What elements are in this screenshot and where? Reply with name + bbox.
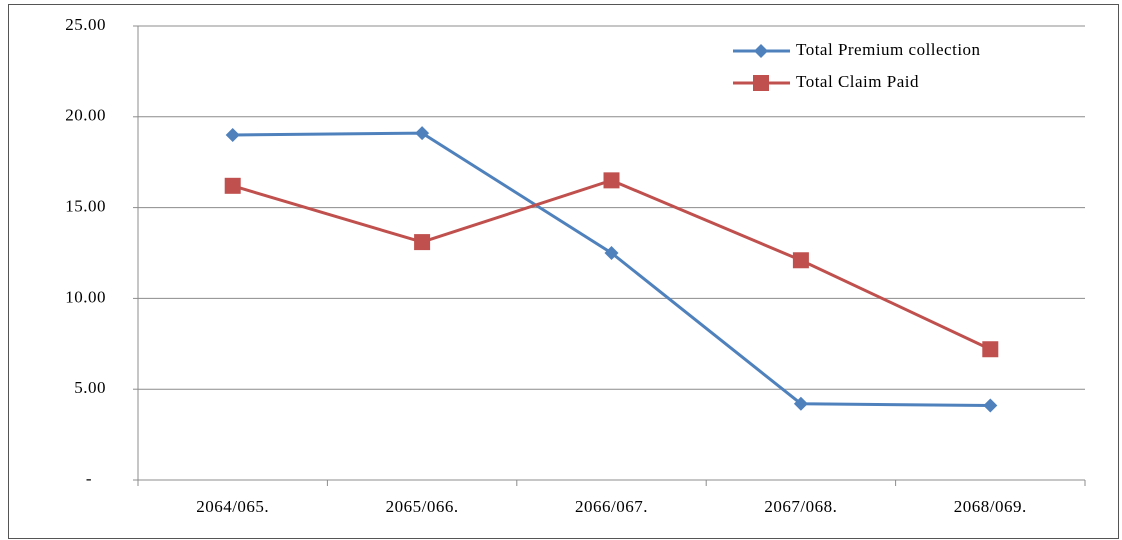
data-point [793,396,808,411]
data-point [792,252,809,269]
x-tick-label: 2068/069. [954,497,1027,516]
y-tick-label: 25.00 [65,15,106,34]
x-tick-label: 2065/066. [386,497,459,516]
data-point [224,177,241,194]
legend-marker [754,44,768,58]
data-point [414,234,431,251]
y-tick-label: 15.00 [65,197,106,216]
data-point [604,246,619,260]
chart-frame [8,4,1119,539]
y-tick-label: 10.00 [65,287,106,306]
y-tick-label: - [86,469,92,488]
data-point [983,398,998,413]
x-tick-label: 2067/068. [764,497,837,516]
legend-label: Total Claim Paid [796,72,919,91]
y-tick-label: 5.00 [74,378,106,397]
x-tick-label: 2064/065. [196,497,269,516]
legend-label: Total Premium collection [796,40,981,59]
series-line [232,178,991,351]
y-tick-label: 20.00 [65,106,106,125]
legend-marker [753,75,769,91]
data-point [603,172,620,189]
data-point [225,127,240,142]
data-point [982,341,999,358]
x-tick-label: 2066/067. [575,497,648,516]
data-point [415,126,430,141]
